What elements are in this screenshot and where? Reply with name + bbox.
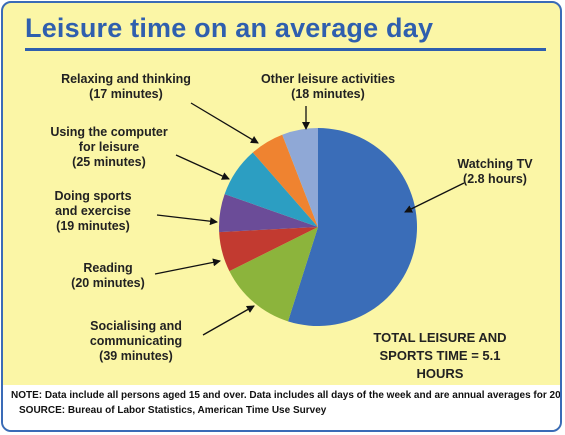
pie-slice-watching-tv [287,128,418,326]
total-line-1: TOTAL LEISURE AND [373,330,507,345]
arrow-using-the-computer-for-leisure [175,154,230,180]
pie-chart: Watching TV (2.8 hours) Socialising and com… [50,72,533,363]
arrow-relaxing-and-thinking [190,102,259,144]
slice-label-relaxing-and-thinking: Relaxing and thinking (17 minutes) [61,72,191,101]
arrow-doing-sports-and-exercise [156,214,218,226]
total-time-text: TOTAL LEISURE AND SPORTS TIME = 5.1 HOUR… [355,329,525,383]
arrow-watching-tv [404,182,465,213]
arrow-reading [154,258,221,275]
pie-slice-doing-sports-and-exercise [219,194,318,233]
arrow-socialising-and-communicating [202,305,255,336]
slice-label-using-the-computer-for-leisure: Using the computer for leisure (25 minutes… [50,125,168,169]
total-line-2: SPORTS TIME = 5.1 HOURS [379,348,501,381]
note-text: NOTE: Data include all persons aged 15 a… [11,390,562,401]
source-text: SOURCE: Bureau of Labor Statistics, Amer… [19,405,327,416]
label-arrows [154,102,465,336]
notes-panel: NOTE: Data include all persons aged 15 a… [3,385,560,430]
pie-slice-reading [219,227,318,272]
pie-slice-other-leisure-activities [282,128,318,227]
slice-label-socialising-and-communicating: Socialising and communicating (39 minutes) [90,319,182,363]
pie-slice-using-the-computer-for-leisure [224,152,318,227]
chart-title: Leisure time on an average day [25,13,434,43]
pie-slice-socialising-and-communicating [229,227,318,322]
pie-slice-relaxing-and-thinking [252,134,318,227]
slice-label-doing-sports-and-exercise: Doing sports and exercise (19 minutes) [54,189,131,233]
slice-labels: Watching TV (2.8 hours) Socialising and com… [50,72,533,363]
title-rule [25,48,546,51]
slice-label-watching-tv: Watching TV (2.8 hours) [457,157,533,186]
pie-slices [219,128,418,326]
slice-label-reading: Reading (20 minutes) [71,261,145,290]
slice-label-other-leisure-activities: Other leisure activities (18 minutes) [261,72,395,101]
